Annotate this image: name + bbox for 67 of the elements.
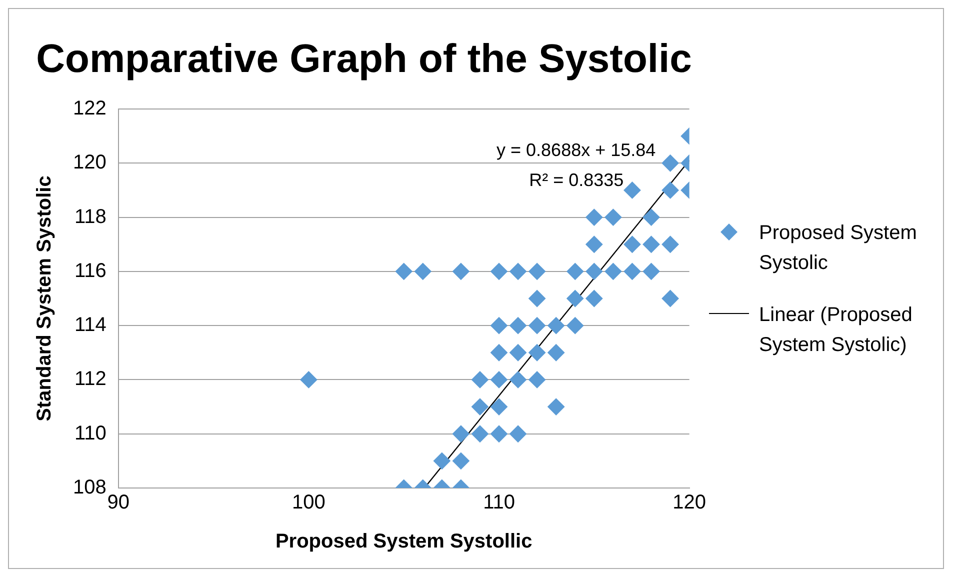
y-tick-label: 120 <box>72 152 106 174</box>
point <box>642 208 660 226</box>
point <box>490 398 508 416</box>
point <box>490 262 508 280</box>
point <box>395 262 412 280</box>
annotation: R² = 0.8335 <box>529 170 624 190</box>
point <box>642 262 660 280</box>
point <box>471 398 488 416</box>
point <box>528 371 546 388</box>
point <box>548 398 565 416</box>
chart-title: Comparative Graph of the Systolic <box>36 37 692 82</box>
point <box>624 262 641 280</box>
point <box>490 344 508 362</box>
y-tick-label: 116 <box>74 260 106 282</box>
point <box>548 344 565 362</box>
point <box>548 317 565 334</box>
y-axis-title: Standard System Systolic <box>34 176 56 422</box>
point <box>586 290 603 307</box>
point <box>662 290 679 307</box>
point <box>662 182 679 199</box>
annotation: y = 0.8688x + 15.84 <box>496 140 656 160</box>
point <box>452 425 470 442</box>
y-tick-label: 108 <box>72 476 106 499</box>
point <box>452 452 470 470</box>
point <box>662 154 679 172</box>
x-tick-label: 100 <box>292 492 326 514</box>
x-tick-label: 120 <box>672 492 706 514</box>
point <box>528 290 546 307</box>
point <box>510 425 527 442</box>
point <box>300 371 318 388</box>
y-tick-label: 114 <box>74 314 106 336</box>
point <box>604 262 622 280</box>
point <box>433 452 450 470</box>
point <box>510 371 527 388</box>
point <box>510 344 527 362</box>
x-tick-label: 110 <box>483 492 515 514</box>
legend-label: Linear (Proposed System Systolic) <box>759 302 914 358</box>
point <box>566 317 584 334</box>
y-tick-label: 122 <box>72 98 106 120</box>
x-axis-title: Proposed System Systollic <box>275 530 532 553</box>
point <box>490 425 508 442</box>
point <box>604 208 622 226</box>
y-tick-label: 110 <box>74 422 106 444</box>
point <box>414 262 432 280</box>
point <box>642 236 660 253</box>
point <box>510 262 527 280</box>
point <box>586 262 603 280</box>
point <box>624 182 641 199</box>
x-tick-label: 90 <box>107 492 130 514</box>
point <box>510 317 527 334</box>
point <box>528 317 546 334</box>
point <box>528 344 546 362</box>
point <box>586 236 603 253</box>
point <box>490 371 508 388</box>
point <box>471 371 488 388</box>
point <box>566 290 584 307</box>
y-tick-label: 118 <box>74 206 106 228</box>
point <box>490 317 508 334</box>
legend-label: Proposed System Systolic <box>759 220 918 276</box>
point <box>471 425 488 442</box>
point <box>586 208 603 226</box>
y-tick-label: 112 <box>74 368 106 390</box>
point <box>566 262 584 280</box>
point <box>624 236 641 253</box>
point <box>452 262 470 280</box>
point <box>662 236 679 253</box>
point <box>528 262 546 280</box>
